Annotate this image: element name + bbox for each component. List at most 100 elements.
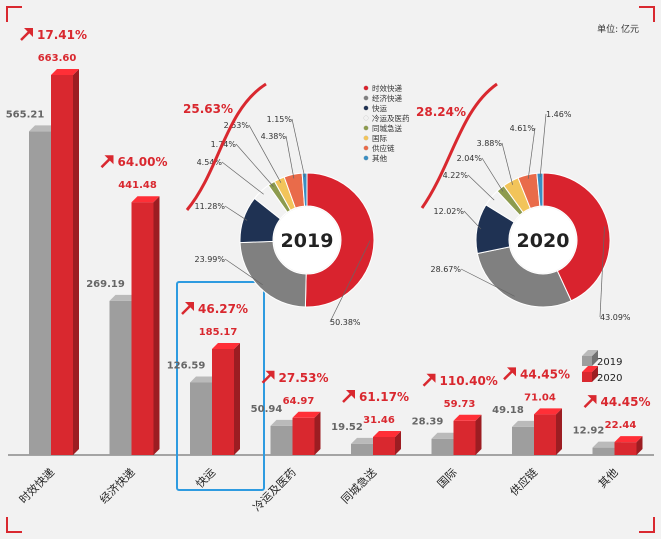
pie-legend-label: 国际 (372, 134, 387, 143)
donut-hole (510, 207, 576, 273)
slice-label: 50.38% (330, 318, 361, 327)
corner-top-right (639, 6, 655, 22)
value-label-2020: 441.48 (118, 180, 157, 191)
slice-label: 1.46% (546, 110, 572, 119)
value-label-2019: 269.19 (86, 279, 125, 290)
slice-label: 2.04% (457, 154, 483, 163)
bar-2019-front (29, 131, 51, 455)
value-label-2020: 31.46 (363, 415, 395, 426)
bar-2020 (51, 69, 79, 455)
value-label-2019: 28.39 (412, 417, 444, 428)
unit-label: 单位: 亿元 (597, 25, 639, 35)
pie-legend-dot (363, 95, 369, 101)
value-label-2019: 126.59 (167, 361, 206, 372)
bar-2019-front (270, 425, 293, 455)
bar-2019-front (592, 447, 615, 455)
growth-label: 27.53% (279, 371, 329, 385)
slice-label: 4.22% (443, 171, 469, 180)
bar-2020-front (373, 436, 395, 455)
growth-label: 61.17% (359, 390, 409, 404)
donut-slice (476, 246, 572, 308)
bar-2019-top (109, 294, 138, 301)
bar-2020 (131, 196, 160, 456)
bar-2020-side (395, 430, 401, 455)
category-label: 时效快递 (16, 465, 57, 506)
bar-2020-front (534, 414, 556, 455)
bar-2019-front (351, 443, 373, 455)
value-label-2020: 59.73 (444, 399, 476, 410)
leader-line (291, 118, 306, 178)
bar-2019-top (270, 419, 299, 426)
value-label-2020: 64.97 (283, 396, 315, 407)
legend-swatch-2019-side (592, 350, 598, 366)
growth-arrowhead-icon (587, 395, 597, 405)
bar-2020-front (51, 75, 73, 455)
growth-arrowhead-icon (265, 370, 275, 380)
legend-swatch-2019 (582, 350, 598, 366)
donut-center-label: 2019 (281, 230, 334, 252)
leader-line (224, 258, 263, 286)
corner-bottom-right (639, 517, 655, 533)
bar-2019-front (431, 438, 454, 455)
bar-2019-top (592, 441, 621, 448)
bar-2020-top (212, 342, 240, 349)
bar-2020-top (373, 430, 401, 437)
corner-top-left (6, 6, 22, 22)
value-label-2019: 50.94 (251, 404, 283, 415)
value-label-2020: 22.44 (605, 420, 637, 431)
donut-slice (542, 172, 611, 302)
growth-label: 44.45% (520, 367, 570, 381)
bar-2020-side (556, 408, 562, 455)
category-label: 快运 (193, 466, 218, 491)
pie-legend-dot (363, 135, 369, 141)
pie-legend-label: 冷运及医药 (372, 113, 410, 123)
growth-arc (185, 82, 267, 211)
slice-label: 3.88% (477, 139, 503, 148)
bar-2020-side (636, 436, 643, 455)
growth-label: 46.27% (198, 302, 248, 316)
pie-legend-dot (363, 85, 369, 91)
value-label-2020: 71.04 (524, 392, 556, 403)
legend-swatch-2019-front (582, 356, 592, 366)
bar-2020 (292, 411, 321, 455)
growth-arrowhead-icon (24, 28, 33, 37)
bar-2020-side (475, 414, 482, 455)
value-label-2019: 565.21 (6, 109, 45, 120)
bar-2020 (373, 430, 401, 455)
donut-slice (536, 172, 544, 207)
category-label: 其他 (596, 466, 621, 491)
bar-2020-top (453, 414, 482, 421)
bar-2019-front (512, 426, 534, 455)
pie-legend-dot (363, 155, 369, 161)
leader-line (329, 240, 371, 323)
category-label: 同城急送 (338, 465, 379, 506)
bar-2020-side (73, 69, 79, 455)
bar-2020-front (614, 442, 637, 455)
leader-line (501, 142, 513, 185)
growth-label: 17.41% (37, 28, 87, 42)
legend-swatch-2020-top (582, 366, 598, 372)
bar-2019-top (190, 376, 218, 383)
legend-label-2019: 2019 (597, 357, 622, 368)
leader-line (248, 124, 282, 183)
donut-hole (274, 207, 340, 273)
bar-2020-front (212, 348, 234, 455)
bar-2019-front (109, 300, 132, 455)
leader-line (235, 143, 274, 187)
growth-arrowhead-icon (426, 373, 436, 383)
slice-label: 4.61% (510, 124, 536, 133)
pie-legend-label: 同城急送 (372, 123, 402, 133)
growth-arrowhead-icon (185, 301, 194, 311)
growth-label: 44.45% (601, 395, 651, 409)
bar-2020 (614, 436, 643, 455)
leader-line (527, 127, 536, 179)
category-label: 经济快递 (97, 465, 138, 506)
growth-arrowhead-icon (104, 155, 114, 165)
leader-line (599, 226, 605, 318)
bar-2020-front (292, 417, 315, 455)
value-label-2020: 663.60 (38, 53, 77, 64)
value-label-2019: 12.92 (573, 426, 605, 437)
pie-growth-label: 28.24% (416, 105, 466, 119)
leader-line (463, 210, 482, 230)
